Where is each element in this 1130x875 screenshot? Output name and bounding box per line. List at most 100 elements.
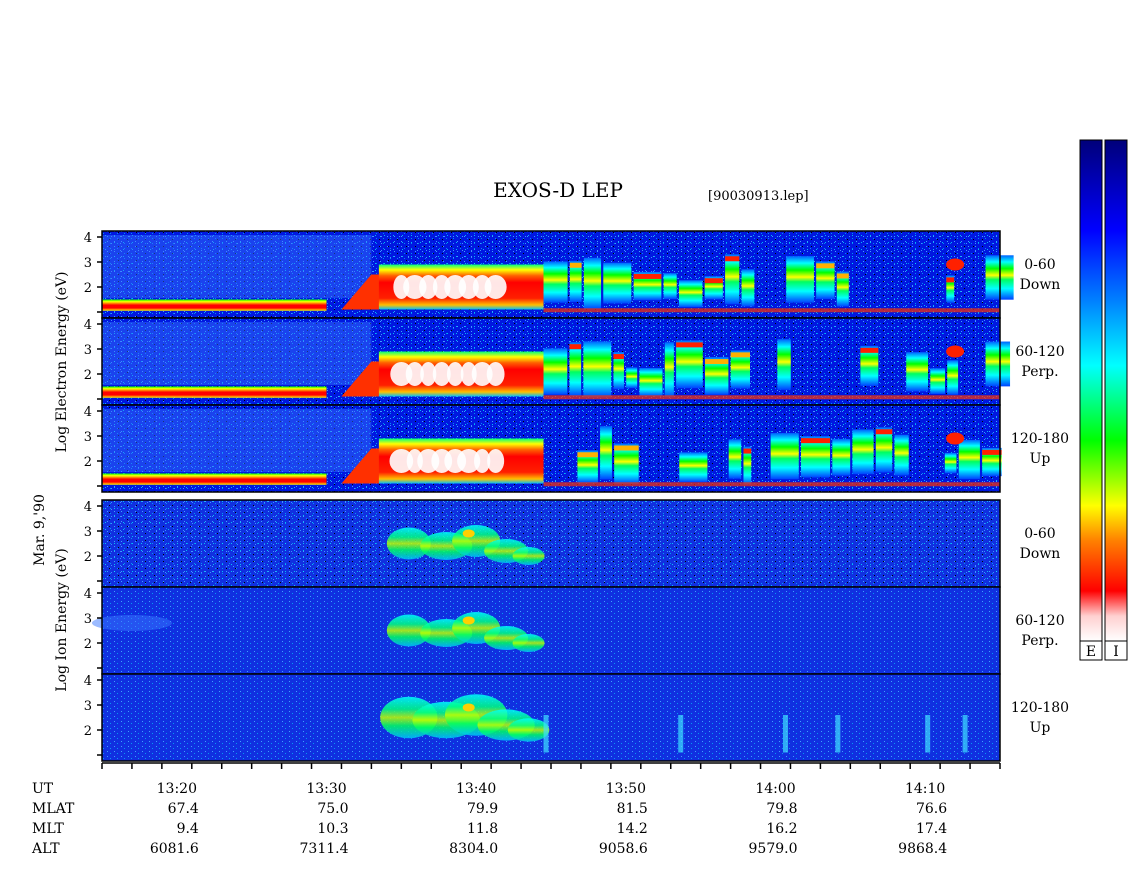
late-structure (770, 433, 799, 480)
ytick-label: 4 (84, 231, 92, 246)
xtick-label: 13:40 (456, 781, 496, 797)
hot-spot (471, 362, 493, 386)
xtick-label: 13:50 (606, 781, 646, 797)
low-energy-band (102, 299, 327, 311)
late-hot-spot (946, 345, 965, 358)
ephemeris-value: 9579.0 (749, 841, 798, 857)
late-structure (613, 352, 624, 390)
late-structure (679, 452, 708, 483)
chart-title: EXOS-D LEP (493, 178, 623, 202)
late-structure (569, 342, 582, 397)
ephemeris-value: 9.4 (177, 821, 199, 837)
colorbar-electron-label: E (1086, 644, 1096, 660)
ephemeris-value: 6081.6 (150, 841, 199, 857)
late-peak (577, 452, 598, 458)
ytick-label: 4 (84, 674, 92, 689)
hot-spot (420, 362, 437, 386)
onset-ramp (341, 274, 387, 310)
late-peak (743, 448, 752, 454)
direction-label: Up (1030, 451, 1051, 467)
hot-spot (432, 362, 451, 386)
direction-label: Down (1020, 546, 1061, 562)
ytick-label: 2 (84, 455, 92, 470)
ytick-label: 3 (84, 343, 92, 358)
late-structure (816, 261, 835, 300)
ion-blob (507, 718, 550, 742)
low-energy-band (102, 386, 327, 398)
late-structure (569, 260, 582, 303)
panel-3: 2 3 4 120-180 Up (84, 404, 1069, 493)
late-structure (603, 262, 632, 304)
time-axis (101, 762, 1001, 769)
pitch-angle-label: 0-60 (1024, 257, 1055, 273)
xtick-label: 14:10 (905, 781, 945, 797)
ion-spike (835, 715, 841, 753)
hot-spot (405, 362, 424, 386)
electron-axis-label: Log Electron Energy (eV) (54, 271, 70, 452)
hot-spot (390, 362, 413, 386)
ytick-label: 3 (84, 525, 92, 540)
onset-ramp (341, 448, 387, 484)
ytick-label: 3 (84, 256, 92, 271)
ephemeris-label: MLAT (32, 801, 75, 817)
late-low-band (543, 395, 1000, 400)
direction-label: Up (1030, 720, 1051, 736)
ephemeris-value: 8304.0 (449, 841, 498, 857)
ephemeris-value: 11.8 (467, 821, 498, 837)
ytick-label: 2 (84, 550, 92, 565)
late-peak (946, 277, 955, 283)
xtick-label: 13:30 (306, 781, 346, 797)
onset-ramp (341, 361, 387, 397)
late-structure (543, 348, 568, 395)
late-structure (930, 368, 945, 395)
ephemeris-value: 9058.6 (599, 841, 648, 857)
early-haze (102, 322, 372, 385)
late-peak (816, 263, 835, 269)
ephemeris-table: UT MLAT MLT ALT 13:20 67.4 9.4 6081.6 13:30 75.0 1… (31, 781, 947, 857)
panel-2: 2 3 4 60-120 Perp. (84, 317, 1065, 406)
ion-blob (386, 614, 431, 647)
hot-spot (484, 275, 507, 299)
late-structure (985, 341, 1011, 387)
hot-spot (474, 449, 491, 473)
xtick-label: 13:20 (157, 781, 197, 797)
ytick-label: 4 (84, 405, 92, 420)
ytick-label: 2 (84, 368, 92, 383)
late-structure (906, 352, 929, 392)
ytick-label: 3 (84, 430, 92, 445)
direction-label: Perp. (1021, 633, 1058, 649)
late-structure (639, 368, 663, 397)
hot-spot (486, 362, 505, 386)
hot-spot (460, 362, 477, 386)
panel-noise (102, 674, 1000, 761)
file-tag: [90030913.lep] (708, 189, 809, 204)
late-peak (676, 342, 703, 348)
colorbar-ion: I (1104, 139, 1128, 661)
late-peak (860, 347, 879, 353)
panel-frame (101, 404, 1001, 493)
direction-label: Perp. (1021, 364, 1058, 380)
panel-1: 2 3 4 0-60 Down (84, 230, 1060, 319)
late-structure (786, 256, 814, 303)
late-structure (860, 345, 879, 386)
ephemeris-label: ALT (31, 841, 60, 857)
late-structure (894, 434, 909, 476)
hot-spot (457, 449, 481, 473)
late-low-band (543, 308, 1000, 313)
ion-haze (91, 615, 172, 631)
panel-4: 2 3 4 0-60 Down (84, 499, 1061, 588)
hot-spot (389, 449, 414, 473)
late-peak (704, 278, 723, 284)
ion-blob (512, 634, 545, 652)
late-structure (664, 342, 674, 398)
late-structure (875, 427, 893, 473)
ephemeris-label: UT (32, 781, 54, 797)
late-peak (982, 449, 1002, 455)
late-structure (600, 426, 612, 480)
late-structure (663, 273, 677, 300)
panel-5: 2 3 4 60-120 Perp. (84, 586, 1065, 675)
ion-blob (386, 527, 431, 560)
late-low-band (543, 482, 1000, 487)
